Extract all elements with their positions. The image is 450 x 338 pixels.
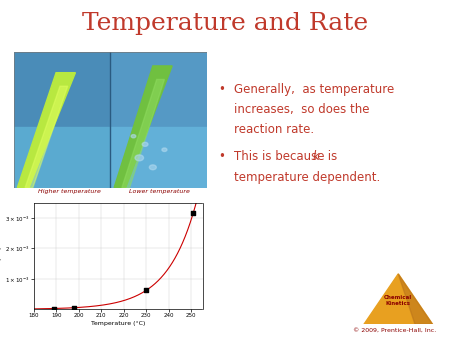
X-axis label: Temperature (°C): Temperature (°C): [91, 321, 145, 326]
Circle shape: [135, 155, 144, 161]
Polygon shape: [25, 86, 68, 188]
Text: © 2009, Prentice-Hall, Inc.: © 2009, Prentice-Hall, Inc.: [353, 328, 436, 333]
Text: Chemical
Kinetics: Chemical Kinetics: [384, 295, 412, 306]
Polygon shape: [364, 274, 433, 324]
Polygon shape: [122, 79, 164, 188]
Circle shape: [149, 165, 156, 170]
Text: Lower temperature: Lower temperature: [129, 189, 190, 194]
Point: [50, 306, 58, 311]
Bar: [110, 52, 207, 188]
Text: Temperature and Rate: Temperature and Rate: [82, 12, 368, 35]
Point: [143, 287, 150, 293]
Point: [190, 211, 197, 216]
Text: •: •: [218, 150, 225, 163]
Polygon shape: [114, 66, 172, 188]
Point: [71, 305, 78, 310]
Bar: [110, 127, 207, 188]
Text: This is because: This is because: [234, 150, 328, 163]
Circle shape: [131, 135, 136, 138]
Text: temperature dependent.: temperature dependent.: [234, 171, 380, 184]
Circle shape: [162, 148, 167, 151]
Polygon shape: [18, 73, 76, 188]
Text: Generally,  as temperature: Generally, as temperature: [234, 83, 394, 96]
Text: k: k: [313, 150, 320, 163]
Text: is: is: [324, 150, 337, 163]
Text: •: •: [218, 83, 225, 96]
Text: reaction rate.: reaction rate.: [234, 123, 314, 136]
Polygon shape: [398, 274, 433, 324]
Text: Higher temperature: Higher temperature: [38, 189, 101, 194]
Bar: [14, 52, 110, 188]
Y-axis label: k (s⁻¹): k (s⁻¹): [0, 246, 2, 266]
Text: increases,  so does the: increases, so does the: [234, 103, 369, 116]
Bar: [14, 127, 110, 188]
Circle shape: [142, 142, 148, 146]
